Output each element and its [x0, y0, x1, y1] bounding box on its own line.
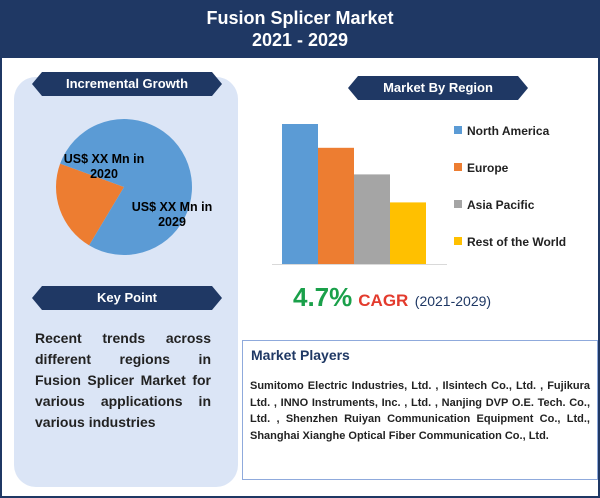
cagr-block: 4.7% CAGR (2021-2029)	[293, 282, 491, 313]
legend-item-europe: Europe	[454, 161, 508, 175]
cagr-value: 4.7%	[293, 282, 353, 312]
legend-item-asia-pacific: Asia Pacific	[454, 198, 534, 212]
incremental-growth-pie-chart	[55, 119, 193, 256]
key-point-text: Recent trends across different regions i…	[35, 330, 211, 430]
pie-slice-2029	[60, 119, 193, 256]
incremental-growth-label: Incremental Growth	[65, 76, 189, 91]
legend-label: North America	[467, 124, 550, 138]
legend-swatch	[454, 237, 462, 245]
key-point-label: Key Point	[97, 290, 157, 305]
legend-swatch	[454, 200, 462, 208]
cagr-label: CAGR	[358, 291, 409, 310]
legend-swatch	[454, 163, 462, 171]
pie-slice-2020	[55, 163, 124, 246]
legend-swatch	[454, 126, 462, 134]
header-banner: Fusion Splicer Market 2021 - 2029	[2, 2, 598, 58]
key-point-ribbon: Key Point	[32, 286, 222, 310]
market-players-text: Sumitomo Electric Industries, Ltd. , Ils…	[250, 380, 590, 442]
pie-label-2020: US$ XX Mn in 2020	[63, 152, 145, 181]
legend-label: Rest of the World	[467, 235, 567, 249]
page-years: 2021 - 2029	[251, 30, 349, 50]
market-by-region-ribbon: Market By Region	[348, 76, 528, 100]
legend-label: Asia Pacific	[467, 198, 535, 212]
market-by-region-bar-chart	[272, 124, 447, 265]
market-players-box: Market Players Sumitomo Electric Industr…	[242, 340, 598, 480]
cagr-period: (2021-2029)	[414, 293, 492, 309]
pie-label-2029: US$ XX Mn in 2029	[131, 200, 213, 229]
market-players-title: Market Players	[251, 347, 350, 363]
market-by-region-label: Market By Region	[383, 80, 493, 95]
bar-europe	[318, 147, 354, 264]
legend-label: Europe	[467, 161, 509, 175]
bar-rest-of-the-world	[390, 202, 426, 264]
legend-item-north-america: North America	[454, 124, 549, 138]
legend-item-rest-of-the-world: Rest of the World	[454, 235, 566, 249]
bar-asia-pacific	[354, 174, 390, 264]
page-title: Fusion Splicer Market	[206, 8, 394, 28]
bar-north-america	[282, 124, 318, 264]
incremental-growth-ribbon: Incremental Growth	[32, 72, 222, 96]
